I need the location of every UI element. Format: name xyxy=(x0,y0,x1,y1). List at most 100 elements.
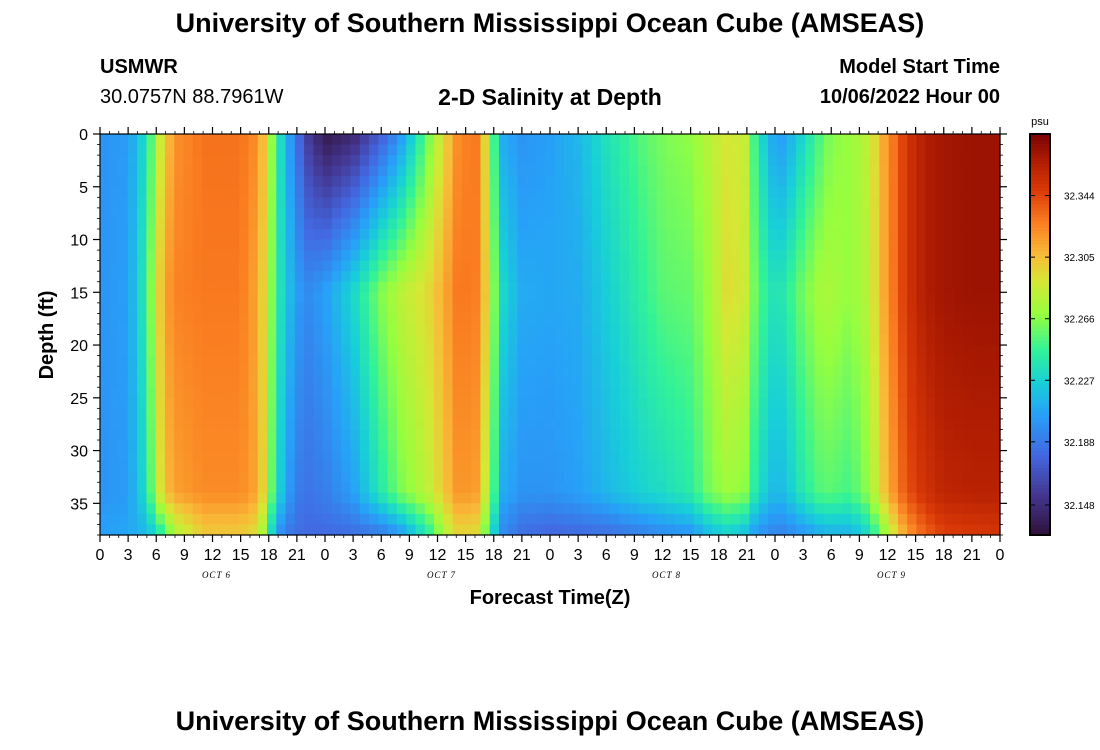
heatmap-cell xyxy=(174,408,185,420)
heatmap-cell xyxy=(851,313,862,325)
heatmap-cell xyxy=(508,228,519,241)
heatmap-cell xyxy=(888,366,899,378)
heatmap-cell xyxy=(267,440,277,452)
heatmap-cell xyxy=(916,281,927,293)
heatmap-cell xyxy=(944,323,955,336)
heatmap-cell xyxy=(693,228,704,241)
heatmap-cell xyxy=(768,207,778,220)
heatmap-cell xyxy=(814,397,825,409)
heatmap-cell xyxy=(814,524,825,536)
heatmap-cell xyxy=(981,334,992,346)
heatmap-cell xyxy=(656,408,667,420)
heatmap-cell xyxy=(768,250,778,262)
heatmap-cell xyxy=(369,197,379,209)
heatmap-cell xyxy=(406,302,417,314)
heatmap-cell xyxy=(443,513,454,526)
heatmap-cell xyxy=(257,450,268,462)
heatmap-cell xyxy=(211,450,222,462)
heatmap-cell xyxy=(461,250,472,262)
heatmap-cell xyxy=(851,186,862,198)
heatmap-cell xyxy=(591,197,602,209)
x-tick-label: 3 xyxy=(124,547,133,564)
heatmap-cell xyxy=(879,260,890,272)
heatmap-cell xyxy=(257,165,268,177)
heatmap-cell xyxy=(508,281,519,293)
heatmap-cell xyxy=(944,461,955,473)
heatmap-cell xyxy=(786,524,797,536)
heatmap-cell xyxy=(842,250,853,262)
heatmap-cell xyxy=(897,418,908,431)
heatmap-cell xyxy=(712,440,723,452)
heatmap-cell xyxy=(851,461,862,473)
heatmap-cell xyxy=(192,418,203,431)
heatmap-cell xyxy=(434,366,444,378)
heatmap-cell xyxy=(276,250,287,262)
heatmap-cell xyxy=(164,197,175,209)
heatmap-cell xyxy=(675,271,686,283)
heatmap-cell xyxy=(267,492,277,504)
heatmap-cell xyxy=(842,218,853,230)
heatmap-cell xyxy=(638,271,649,283)
heatmap-cell xyxy=(740,313,751,325)
heatmap-cell xyxy=(591,408,602,420)
heatmap-cell xyxy=(730,228,741,241)
heatmap-cell xyxy=(211,281,222,293)
heatmap-cell xyxy=(638,387,649,399)
heatmap-cell xyxy=(304,239,314,251)
heatmap-cell xyxy=(396,429,407,441)
heatmap-cell xyxy=(331,482,342,494)
heatmap-cell xyxy=(832,134,843,146)
heatmap-cell xyxy=(935,323,945,336)
heatmap-cell xyxy=(601,313,611,325)
heatmap-cell xyxy=(350,155,361,167)
heatmap-cell xyxy=(443,239,454,251)
heatmap-cell xyxy=(452,408,463,420)
heatmap-cell xyxy=(313,228,324,241)
heatmap-cell xyxy=(981,134,992,146)
heatmap-cell xyxy=(972,239,983,251)
heatmap-cell xyxy=(768,271,778,283)
heatmap-cell xyxy=(239,408,250,420)
heatmap-cell xyxy=(294,397,305,409)
heatmap-cell xyxy=(192,408,203,420)
heatmap-cell xyxy=(860,345,871,357)
heatmap-cell xyxy=(257,239,268,251)
heatmap-cell xyxy=(480,366,491,378)
heatmap-cell xyxy=(248,408,259,420)
heatmap-cell xyxy=(174,482,185,494)
heatmap-cell xyxy=(935,461,945,473)
heatmap-cell xyxy=(313,250,324,262)
heatmap-cell xyxy=(962,281,973,293)
heatmap-cell xyxy=(137,134,147,146)
heatmap-cell xyxy=(331,260,342,272)
heatmap-cell xyxy=(517,418,528,431)
heatmap-cell xyxy=(842,345,853,357)
heatmap-cell xyxy=(146,218,157,230)
heatmap-cell xyxy=(730,186,741,198)
heatmap-cell xyxy=(359,134,370,146)
heatmap-cell xyxy=(610,503,621,515)
heatmap-cell xyxy=(563,492,574,504)
heatmap-cell xyxy=(805,418,816,431)
heatmap-cell xyxy=(777,144,788,156)
heatmap-cell xyxy=(703,207,713,220)
heatmap-cell xyxy=(508,429,519,441)
heatmap-cell xyxy=(341,250,352,262)
heatmap-cell xyxy=(257,176,268,188)
heatmap-cell xyxy=(897,440,908,452)
heatmap-cell xyxy=(498,408,509,420)
heatmap-cell xyxy=(693,197,704,209)
heatmap-cell xyxy=(202,144,212,156)
heatmap-cell xyxy=(378,450,389,462)
heatmap-cell xyxy=(202,408,212,420)
heatmap-cell xyxy=(693,345,704,357)
heatmap-cell xyxy=(545,397,556,409)
heatmap-cell xyxy=(322,503,333,515)
heatmap-cell xyxy=(127,387,138,399)
heatmap-cell xyxy=(146,186,157,198)
heatmap-cell xyxy=(647,176,658,188)
heatmap-cell xyxy=(703,134,713,146)
heatmap-cell xyxy=(591,440,602,452)
heatmap-cell xyxy=(573,186,584,198)
heatmap-cell xyxy=(684,197,695,209)
